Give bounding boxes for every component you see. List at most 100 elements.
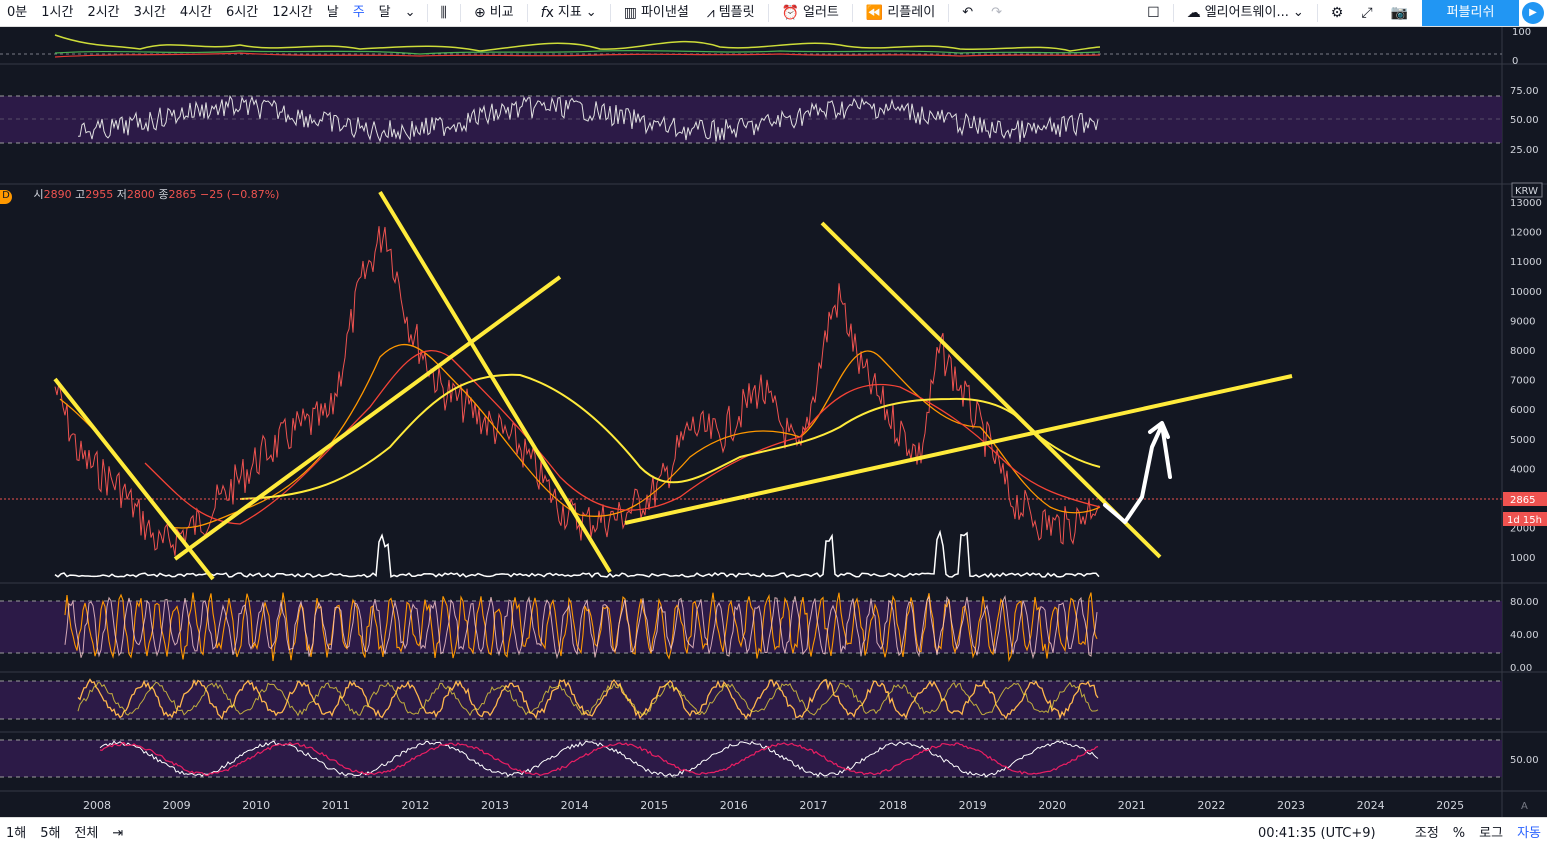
volume-line	[54, 529, 1100, 579]
time-tick-label: 2015	[640, 799, 668, 812]
low-value: 2800	[126, 188, 155, 201]
camera-icon: 📷	[1390, 5, 1408, 21]
cloud-icon: ☁	[1186, 5, 1201, 21]
last-price-tag	[1503, 492, 1547, 506]
currency-label: KRW	[1515, 186, 1538, 197]
financials-button[interactable]: ▥ 파이낸셜	[615, 0, 698, 26]
goto-date-icon[interactable]: ⇥	[112, 826, 124, 841]
divider	[459, 4, 461, 22]
trendline[interactable]	[173, 275, 562, 561]
time-tick-label: 2014	[561, 799, 589, 812]
indicators-label: 지표	[557, 5, 582, 20]
chart-area[interactable]: 100 0 75.00 50.00 25.00 13000 12000 11000 1…	[0, 27, 1547, 817]
price-tick-label: 6000	[1510, 405, 1535, 416]
play-icon[interactable]: ▶	[1522, 2, 1544, 24]
range-all[interactable]: 전체	[74, 826, 99, 841]
low-label: 저	[116, 188, 127, 201]
log-button[interactable]: 로그	[1479, 826, 1504, 841]
trendline[interactable]	[378, 190, 612, 574]
range-5y[interactable]: 5해	[40, 826, 61, 841]
interval-6h[interactable]: 6시간	[226, 5, 259, 20]
divider	[609, 4, 611, 22]
undo-button[interactable]: ↶	[953, 0, 982, 26]
time-tick-label: 2025	[1436, 799, 1464, 812]
interval-day[interactable]: 날	[326, 5, 339, 20]
trendline[interactable]	[820, 221, 1162, 559]
axis-label: 0	[1512, 56, 1518, 67]
adjust-button[interactable]: 조정	[1414, 826, 1439, 841]
plus-circle-icon: ⊕	[473, 5, 486, 21]
price-tick-label: 12000	[1510, 228, 1542, 239]
interval-0[interactable]: 0분	[7, 5, 28, 20]
compare-button[interactable]: ⊕ 비교	[465, 0, 523, 26]
range-1y[interactable]: 1해	[6, 826, 27, 841]
square-icon: ☐	[1147, 5, 1160, 21]
interval-3h[interactable]: 3시간	[133, 5, 166, 20]
publish-button[interactable]: 퍼블리쉬	[1422, 0, 1519, 26]
arrow-drawing[interactable]	[1103, 421, 1172, 524]
template-icon: ⩘	[706, 5, 715, 21]
stoch-line	[64, 592, 1098, 663]
alert-button[interactable]: ⏰ 얼러트	[773, 0, 848, 26]
interval-week[interactable]: 주	[352, 5, 365, 20]
candle-type-button[interactable]: ⫼	[432, 0, 456, 26]
pane-price[interactable]: 13000 12000 11000 10000 9000 8000 7000 6000 5000…	[0, 182, 1547, 581]
clock[interactable]: 00:41:35 (UTC+9)	[1258, 826, 1376, 841]
last-price-label: 2865	[1510, 495, 1535, 506]
percent-button[interactable]: %	[1452, 826, 1466, 841]
snapshot-button[interactable]: 📷	[1382, 0, 1417, 26]
interval-1h[interactable]: 1시간	[41, 5, 74, 20]
redo-button[interactable]: ↷	[982, 0, 1011, 26]
price-line	[54, 226, 1100, 556]
axis-label: 80.00	[1510, 597, 1539, 608]
auto-scale-icon[interactable]: A	[1521, 801, 1528, 812]
chevron-down-icon: ⌄	[585, 5, 597, 20]
price-tick-label: 7000	[1510, 376, 1535, 387]
trendline[interactable]	[53, 377, 215, 581]
interval-12h[interactable]: 12시간	[272, 5, 313, 20]
axis-label: 40.00	[1510, 630, 1539, 641]
axis-label: 75.00	[1510, 86, 1539, 97]
range-buttons: 1해 5해 전체 ⇥	[6, 818, 123, 849]
settings-button[interactable]: ⚙	[1322, 0, 1353, 26]
divider	[1316, 4, 1318, 22]
fullscreen-layout-button[interactable]: ☐	[1138, 0, 1169, 26]
time-tick-label: 2010	[242, 799, 270, 812]
chevron-down-icon[interactable]: ⌄	[404, 5, 416, 20]
chart-svg[interactable]: 100 0 75.00 50.00 25.00 1300012000110001…	[0, 27, 1547, 817]
expand-icon: ⤢	[1361, 5, 1373, 21]
bottom-bar: 1해 5해 전체 ⇥ 00:41:35 (UTC+9) 조정 % 로그 자동	[0, 817, 1547, 849]
function-icon: fx	[540, 5, 554, 21]
replay-button[interactable]: ⏪ 리플레이	[857, 0, 944, 26]
rewind-icon: ⏪	[865, 5, 884, 21]
open-value: 2890	[43, 188, 72, 201]
price-tick-label: 13000	[1510, 198, 1542, 209]
countdown-tag	[1503, 512, 1547, 526]
templates-button[interactable]: ⩘ 템플릿	[698, 0, 764, 26]
layout-select[interactable]: ☁ 엘리어트웨이... ⌄	[1178, 0, 1313, 26]
chevron-down-icon: ⌄	[1292, 5, 1304, 20]
fullscreen-button[interactable]: ⤢	[1352, 0, 1381, 26]
time-tick-label: 2018	[879, 799, 907, 812]
interval-4h[interactable]: 4시간	[179, 5, 213, 20]
indicators-button[interactable]: fx 지표 ⌄	[532, 0, 606, 26]
osc-signal-line	[77, 681, 1099, 717]
layout-name: 엘리어트웨이...	[1204, 5, 1289, 20]
trendline[interactable]	[624, 374, 1293, 525]
osc-line	[77, 678, 1099, 721]
auto-button[interactable]: 자동	[1517, 826, 1541, 841]
alarm-clock-icon: ⏰	[781, 5, 800, 21]
time-tick-label: 2021	[1118, 799, 1146, 812]
scale-buttons: 조정 % 로그 자동	[1415, 818, 1541, 849]
time-axis[interactable]: 2008 2009 2010 2011 2012 2013 2014 2015 2016 2017…	[83, 799, 1464, 812]
divider	[426, 4, 428, 22]
time-tick-label: 2009	[163, 799, 191, 812]
divider	[948, 4, 950, 22]
high-label: 고	[75, 188, 86, 201]
interval-month[interactable]: 달	[378, 5, 391, 20]
interval-2h[interactable]: 2시간	[87, 5, 120, 20]
compare-label: 비교	[489, 5, 514, 20]
price-tick-label: 2000	[1510, 524, 1535, 535]
replay-label: 리플레이	[887, 5, 936, 20]
moving-average-yellow	[239, 373, 1101, 500]
